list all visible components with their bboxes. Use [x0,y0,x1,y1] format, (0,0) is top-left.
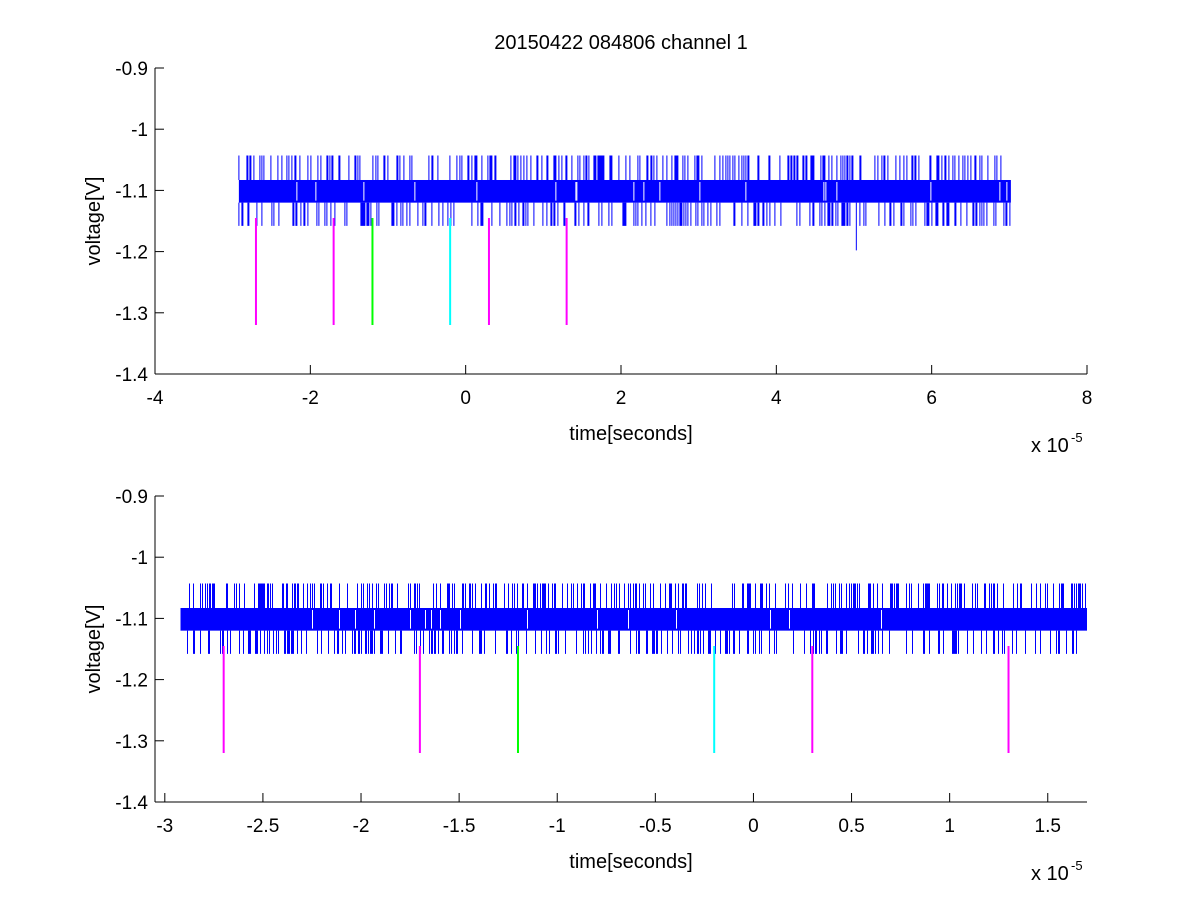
voltage-trace [180,583,1087,654]
x-exponent-power: -5 [1071,858,1083,873]
x-exponent-label: x 10 [1031,435,1069,457]
y-tick-label: -1.2 [115,243,148,264]
y-tick-label: -1.3 [115,732,148,753]
top-plot: -4 -2 0 2 4 6 8 -1.4 -1.3 -1.2 -1.1 -1 -0.9 time[seco… [83,59,1092,457]
trace-band [238,179,1011,203]
x-tick-label: -1 [549,816,566,837]
plot-area [238,155,1011,326]
y-tick-label: -1.1 [115,609,148,630]
y-tick-label: -1.4 [115,365,148,386]
y-axis-label: voltage[V] [83,177,105,266]
y-tick-label: -1.1 [115,181,148,202]
trace-spikes [187,583,1086,654]
x-exponent-label: x 10 [1031,863,1069,885]
y-tick-label: -1 [131,120,148,141]
x-exponent-power: -5 [1071,430,1083,445]
x-tick-label: -0.5 [639,816,672,837]
x-tick-label: 1 [944,816,955,837]
x-tick-label: -2 [353,816,370,837]
y-tick-label: -1 [131,548,148,569]
bottom-plot: -3 -2.5 -2 -1.5 -1 -0.5 0 0.5 1 1.5 -1.4 -1.3 -1.2 -1… [83,487,1087,885]
trace-band [180,607,1087,631]
x-tick-label: 0 [460,388,471,409]
x-tick-label: -1.5 [443,816,476,837]
y-tick-label: -1.3 [115,304,148,325]
x-tick-label: -2 [302,388,319,409]
x-tick-label: -3 [156,816,173,837]
x-tick-label: -2.5 [247,816,280,837]
voltage-trace [238,155,1011,251]
y-tick-label: -0.9 [115,59,148,80]
x-tick-label: 0.5 [838,816,864,837]
x-tick-label: -4 [147,388,164,409]
x-axis-label: time[seconds] [569,423,692,445]
x-tick-label: 4 [771,388,782,409]
trace-spikes [238,155,1011,226]
figure-title: 20150422 084806 channel 1 [494,32,748,54]
y-tick-label: -1.2 [115,671,148,692]
x-tick-label: 8 [1082,388,1093,409]
x-tick-label: 2 [616,388,627,409]
x-tick-label: 0 [748,816,759,837]
x-tick-label: 1.5 [1035,816,1061,837]
y-axis-label: voltage[V] [83,605,105,694]
y-tick-label: -0.9 [115,487,148,508]
plot-area [180,583,1087,754]
y-tick-label: -1.4 [115,793,148,814]
x-axis-label: time[seconds] [569,851,692,873]
x-tick-label: 6 [926,388,937,409]
